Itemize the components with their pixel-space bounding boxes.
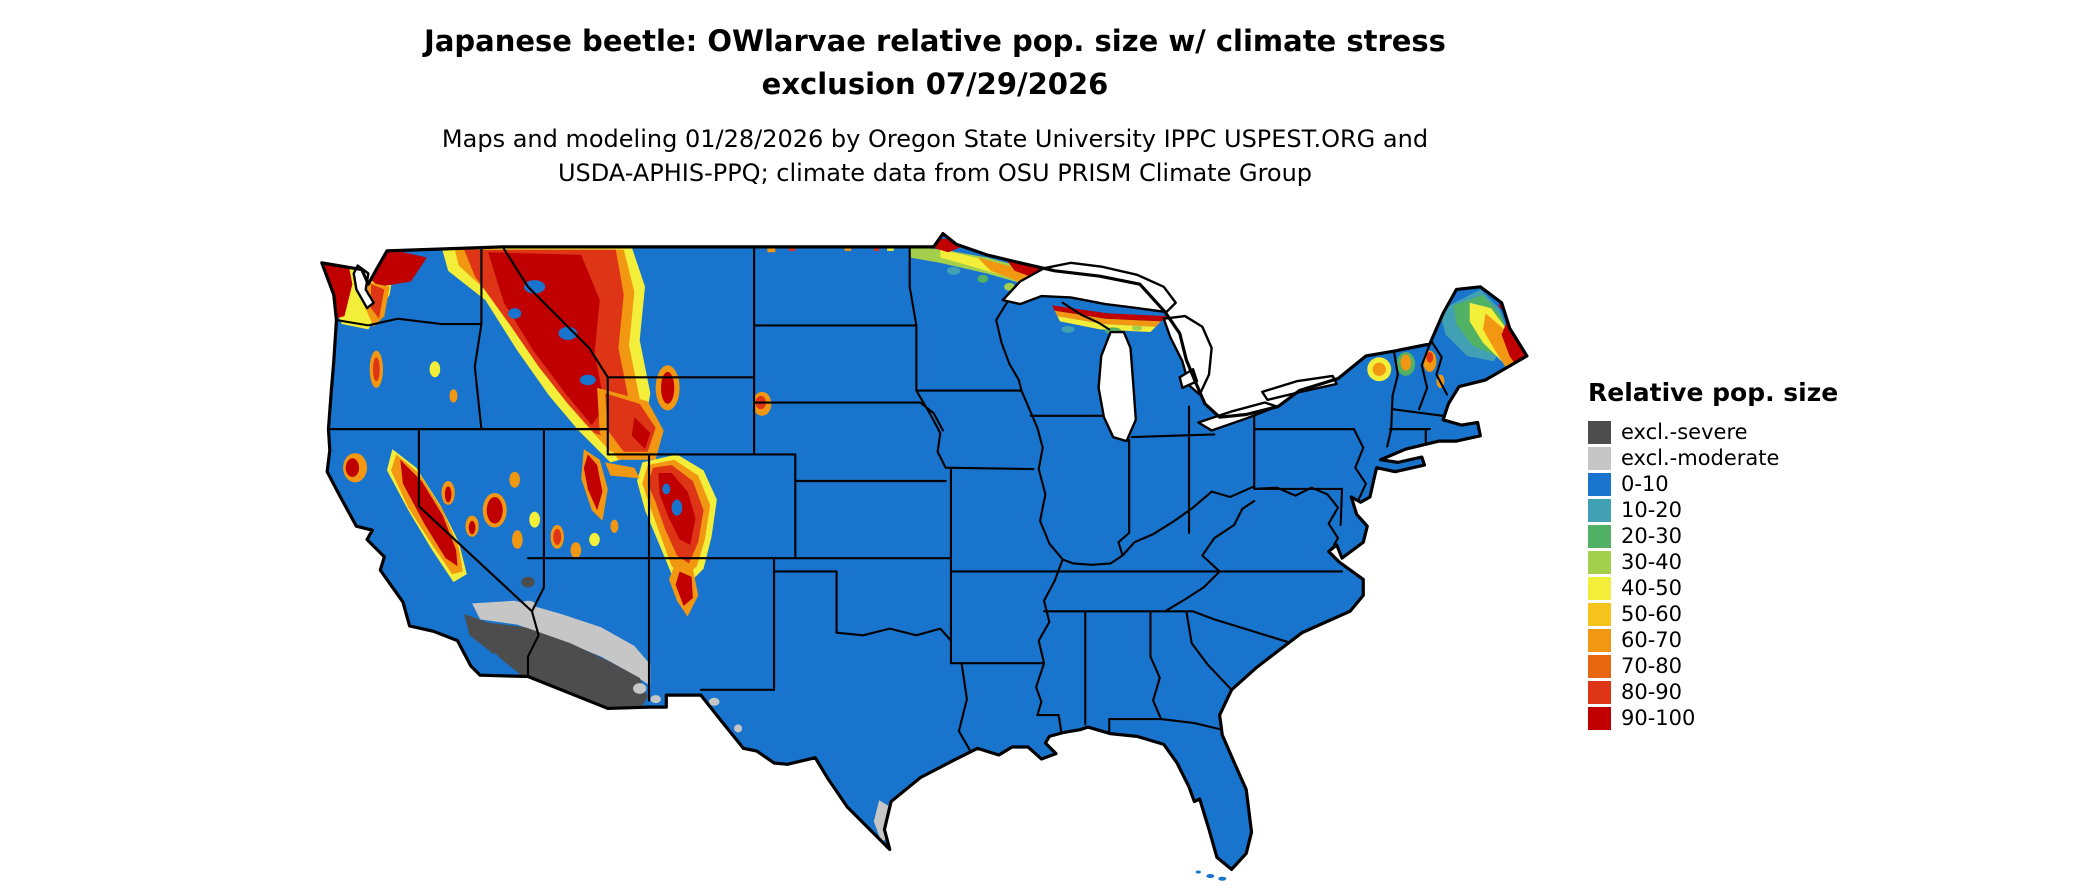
legend-swatch (1588, 602, 1611, 626)
lake-michigan (1097, 330, 1138, 443)
lake-superior (1001, 261, 1177, 314)
legend-swatch (1588, 420, 1611, 444)
legend-row: 70-80 (1588, 653, 1838, 679)
legend-row: excl.-moderate (1588, 445, 1838, 471)
legend-row: excl.-severe (1588, 419, 1838, 445)
figure-titles: Japanese beetle: OWlarvae relative pop. … (0, 20, 1870, 190)
legend-row: 20-30 (1588, 523, 1838, 549)
map-subtitle: Maps and modeling 01/28/2026 by Oregon S… (0, 122, 1870, 190)
florida-keys (1195, 870, 1227, 881)
overlay-northeast (1367, 289, 1527, 388)
legend: Relative pop. size excl.-severe excl.-mod… (1588, 378, 1838, 731)
legend-label: 60-70 (1621, 627, 1683, 652)
legend-label: 30-40 (1621, 549, 1683, 574)
legend-swatch (1588, 472, 1611, 496)
map-title-line1: Japanese beetle: OWlarvae relative pop. … (424, 24, 1446, 58)
map-subtitle-line1: Maps and modeling 01/28/2026 by Oregon S… (441, 125, 1429, 153)
legend-label: 10-20 (1621, 497, 1683, 522)
legend-swatch (1588, 706, 1611, 730)
legend-label: excl.-severe (1621, 419, 1748, 444)
map-title: Japanese beetle: OWlarvae relative pop. … (0, 20, 1870, 106)
legend-label: 80-90 (1621, 679, 1683, 704)
legend-label: 90-100 (1621, 705, 1696, 730)
us-border (320, 232, 1529, 871)
legend-label: 20-30 (1621, 523, 1683, 548)
legend-label: excl.-moderate (1621, 445, 1780, 470)
legend-row: 80-90 (1588, 679, 1838, 705)
legend-title: Relative pop. size (1588, 378, 1839, 407)
lake-huron (1162, 314, 1213, 396)
overlay-northern-rockies (441, 246, 772, 463)
overlay-utah (581, 449, 640, 521)
population-overlays (321, 238, 1527, 843)
overlay-great-basin (441, 471, 619, 559)
legend-swatch (1588, 498, 1611, 522)
legend-swatch (1588, 680, 1611, 704)
legend-label: 70-80 (1621, 653, 1683, 678)
legend-row: 90-100 (1588, 705, 1838, 731)
overlay-colorado-rockies (637, 454, 717, 617)
legend-row: 50-60 (1588, 601, 1838, 627)
overlay-southwest-exclusion (464, 576, 893, 843)
map-subtitle-line2: USDA-APHIS-PPQ; climate data from OSU PR… (557, 159, 1313, 187)
legend-swatch (1588, 446, 1611, 470)
legend-label: 40-50 (1621, 575, 1683, 600)
map-area (315, 207, 1539, 892)
puget-sound (352, 264, 375, 310)
legend-row: 0-10 (1588, 471, 1838, 497)
legend-label: 0-10 (1621, 471, 1669, 496)
legend-row: 10-20 (1588, 497, 1838, 523)
state-borders (328, 245, 1449, 751)
legend-row: 40-50 (1588, 575, 1838, 601)
us-map (320, 232, 1529, 881)
lake-ontario (1260, 374, 1338, 402)
legend-swatch (1588, 524, 1611, 548)
map-title-line2: exclusion 07/29/2026 (761, 67, 1109, 101)
legend-swatch (1588, 576, 1611, 600)
legend-row: 30-40 (1588, 549, 1838, 575)
legend-row: 60-70 (1588, 627, 1838, 653)
legend-swatch (1588, 550, 1611, 574)
legend-label: 50-60 (1621, 601, 1683, 626)
legend-swatch (1588, 628, 1611, 652)
legend-swatch (1588, 654, 1611, 678)
legend-entries: excl.-severe excl.-moderate 0-10 10-20 20-30… (1588, 419, 1838, 731)
